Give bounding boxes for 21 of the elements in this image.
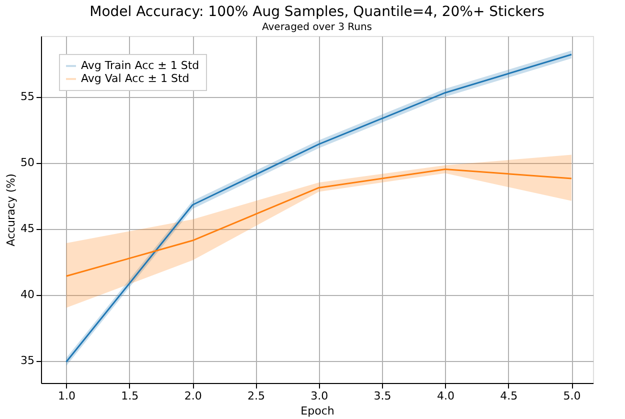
x-tick-label: 2.0 bbox=[184, 390, 202, 402]
x-tick-label: 3.0 bbox=[310, 390, 328, 402]
y-tick-label: 55 bbox=[20, 90, 34, 104]
legend-label: Avg Val Acc ± 1 Std bbox=[81, 72, 190, 85]
chart-title: Model Accuracy: 100% Aug Samples, Quantile=4, 20%+ Stickers bbox=[90, 4, 544, 20]
x-tick-label: 4.5 bbox=[500, 390, 518, 402]
x-tick-label: 2.5 bbox=[247, 390, 265, 402]
x-tick-label: 3.5 bbox=[374, 390, 392, 402]
line-series bbox=[66, 168, 572, 277]
x-tick-label: 1.0 bbox=[58, 390, 76, 402]
y-tick-label: 40 bbox=[20, 288, 34, 302]
y-axis-title: Accuracy (%) bbox=[4, 174, 18, 246]
y-tick-label: 50 bbox=[20, 156, 34, 170]
chart-subtitle: Averaged over 3 Runs bbox=[262, 22, 372, 33]
x-tick-label: 5.0 bbox=[563, 390, 581, 402]
y-tick-label: 45 bbox=[20, 222, 34, 236]
x-tick-label: 4.0 bbox=[436, 390, 454, 402]
x-axis-title: Epoch bbox=[300, 404, 334, 418]
legend-label: Avg Train Acc ± 1 Std bbox=[81, 59, 200, 72]
y-tick-label: 35 bbox=[20, 354, 34, 368]
x-tick-label: 1.5 bbox=[121, 390, 139, 402]
